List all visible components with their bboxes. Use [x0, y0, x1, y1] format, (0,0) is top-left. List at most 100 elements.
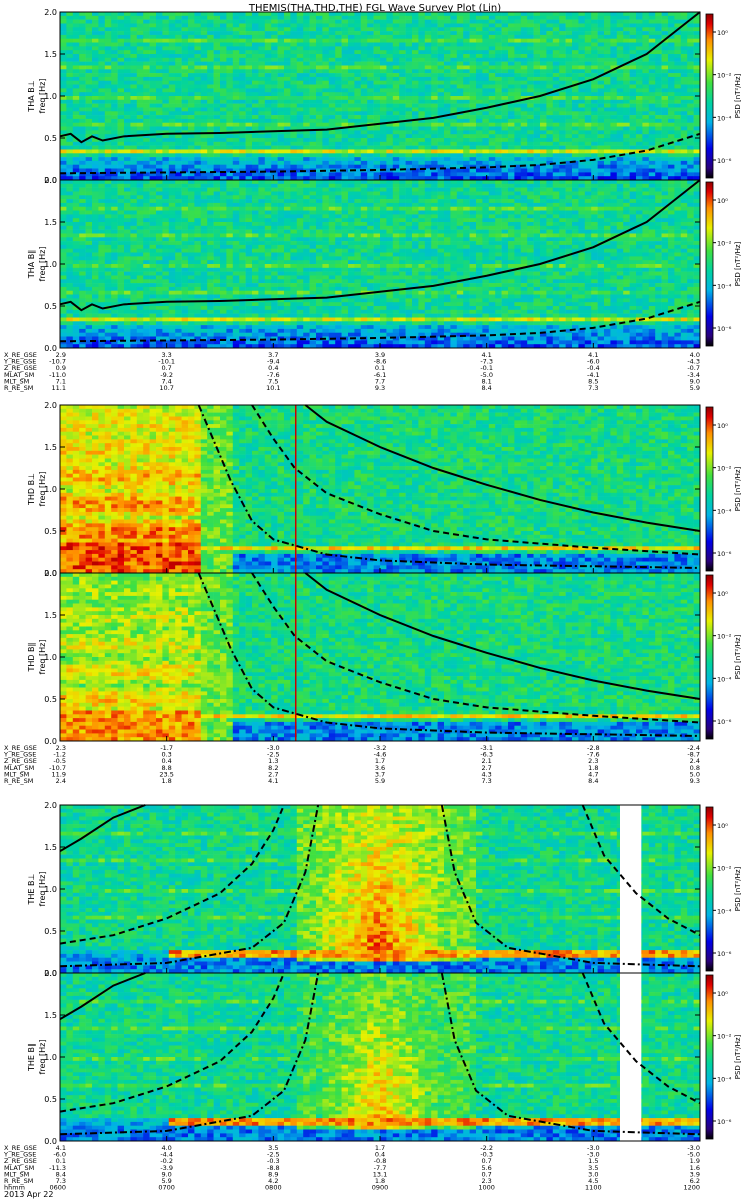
heatmap-cell — [438, 104, 445, 108]
heatmap-cell — [495, 81, 502, 85]
heatmap-cell — [169, 85, 176, 89]
heatmap-cell — [354, 12, 361, 16]
heatmap-cell — [610, 88, 617, 92]
heatmap-cell — [630, 12, 637, 16]
heatmap-cell — [489, 35, 496, 39]
heatmap-cell — [578, 35, 585, 39]
heatmap-cell — [623, 157, 630, 161]
heatmap-cell — [367, 115, 374, 119]
heatmap-cell — [553, 111, 560, 115]
heatmap-cell — [207, 73, 214, 77]
heatmap-cell — [540, 69, 547, 73]
heatmap-cell — [175, 104, 182, 108]
heatmap-cell — [418, 100, 425, 104]
heatmap-cell — [431, 157, 438, 161]
heatmap-cell — [130, 20, 137, 24]
heatmap-cell — [143, 108, 150, 112]
heatmap-cell — [297, 24, 304, 28]
heatmap-cell — [130, 16, 137, 20]
heatmap-cell — [220, 43, 227, 47]
heatmap-cell — [214, 100, 221, 104]
heatmap-cell — [399, 96, 406, 100]
heatmap-cell — [534, 108, 541, 112]
heatmap-cell — [457, 123, 464, 127]
heatmap-cell — [521, 27, 528, 31]
heatmap-cell — [527, 150, 534, 154]
heatmap-cell — [348, 146, 355, 150]
heatmap-cell — [252, 150, 259, 154]
heatmap-cell — [623, 35, 630, 39]
heatmap-cell — [559, 77, 566, 81]
heatmap-cell — [553, 146, 560, 150]
heatmap-cell — [130, 46, 137, 50]
heatmap-cell — [348, 119, 355, 123]
heatmap-cell — [258, 92, 265, 96]
heatmap-cell — [175, 50, 182, 54]
heatmap-cell — [642, 142, 649, 146]
heatmap-cell — [342, 88, 349, 92]
heatmap-cell — [598, 58, 605, 62]
heatmap-cell — [444, 43, 451, 47]
heatmap-cell — [495, 88, 502, 92]
heatmap-cell — [297, 39, 304, 43]
heatmap-cell — [130, 88, 137, 92]
heatmap-cell — [444, 69, 451, 73]
heatmap-cell — [585, 169, 592, 173]
heatmap-cell — [636, 123, 643, 127]
heatmap-cell — [438, 24, 445, 28]
heatmap-cell — [137, 119, 144, 123]
heatmap-cell — [137, 85, 144, 89]
heatmap-cell — [431, 127, 438, 131]
heatmap-cell — [495, 92, 502, 96]
heatmap-cell — [303, 43, 310, 47]
heatmap-cell — [335, 69, 342, 73]
heatmap-cell — [604, 146, 611, 150]
heatmap-cell — [610, 77, 617, 81]
heatmap-cell — [194, 85, 201, 89]
heatmap-cell — [188, 150, 195, 154]
heatmap-cell — [495, 134, 502, 138]
heatmap-cell — [649, 115, 656, 119]
heatmap-cell — [201, 134, 208, 138]
heatmap-cell — [201, 16, 208, 20]
heatmap-cell — [118, 50, 125, 54]
heatmap-cell — [553, 123, 560, 127]
heatmap-cell — [220, 96, 227, 100]
heatmap-cell — [367, 153, 374, 157]
heatmap-cell — [290, 165, 297, 169]
heatmap-cell — [188, 138, 195, 142]
heatmap-cell — [233, 150, 240, 154]
heatmap-cell — [143, 150, 150, 154]
heatmap-cell — [194, 27, 201, 31]
heatmap-cell — [502, 150, 509, 154]
heatmap-cell — [169, 119, 176, 123]
heatmap-cell — [386, 62, 393, 66]
heatmap-cell — [175, 123, 182, 127]
heatmap-cell — [591, 108, 598, 112]
heatmap-cell — [284, 35, 291, 39]
heatmap-cell — [559, 62, 566, 66]
heatmap-cell — [463, 123, 470, 127]
heatmap-cell — [482, 96, 489, 100]
heatmap-cell — [182, 96, 189, 100]
heatmap-cell — [508, 161, 515, 165]
heatmap-cell — [175, 134, 182, 138]
heatmap-cell — [540, 77, 547, 81]
heatmap-cell — [162, 104, 169, 108]
heatmap-cell — [233, 20, 240, 24]
heatmap-cell — [130, 161, 137, 165]
heatmap-cell — [79, 85, 86, 89]
heatmap-cell — [150, 119, 157, 123]
heatmap-cell — [329, 153, 336, 157]
heatmap-cell — [591, 62, 598, 66]
heatmap-cell — [425, 157, 432, 161]
heatmap-cell — [502, 92, 509, 96]
heatmap-cell — [508, 96, 515, 100]
heatmap-cell — [418, 96, 425, 100]
heatmap-cell — [169, 12, 176, 16]
heatmap-cell — [226, 115, 233, 119]
heatmap-cell — [297, 27, 304, 31]
heatmap-cell — [124, 39, 131, 43]
heatmap-cell — [162, 150, 169, 154]
heatmap-cell — [79, 96, 86, 100]
